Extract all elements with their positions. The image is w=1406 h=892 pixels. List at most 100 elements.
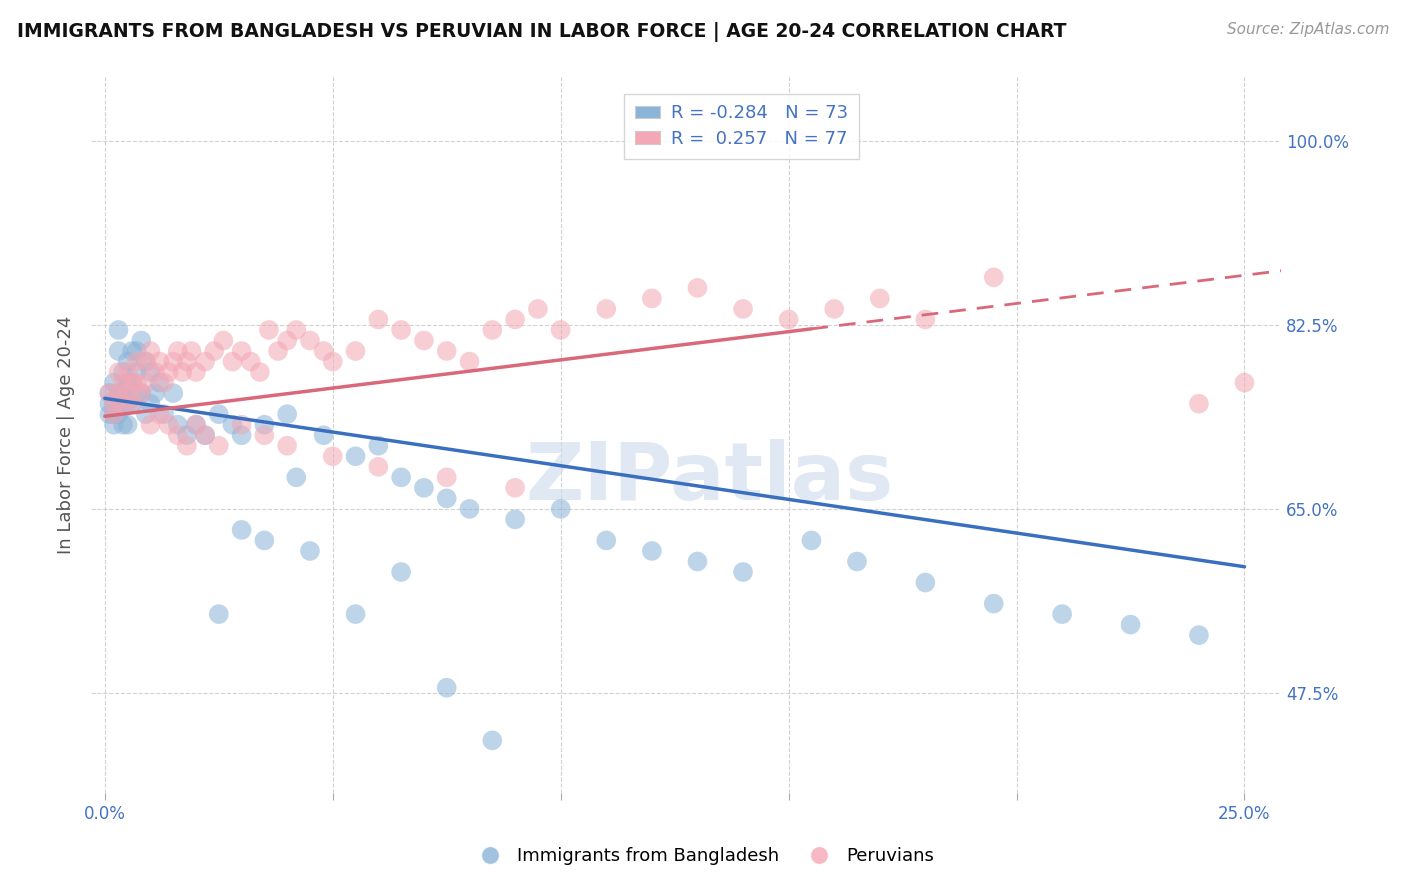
- Point: [157, 417, 180, 432]
- Point: [172, 365, 194, 379]
- Text: ZIPatlas: ZIPatlas: [526, 439, 894, 517]
- Point: [107, 386, 129, 401]
- Point: [112, 365, 135, 379]
- Point: [98, 386, 121, 401]
- Point: [125, 386, 148, 401]
- Point: [135, 354, 157, 368]
- Point: [162, 354, 184, 368]
- Point: [458, 354, 481, 368]
- Point: [139, 417, 162, 432]
- Point: [846, 554, 869, 568]
- Point: [121, 376, 143, 390]
- Point: [276, 334, 298, 348]
- Point: [148, 354, 170, 368]
- Point: [869, 292, 891, 306]
- Point: [367, 459, 389, 474]
- Point: [176, 354, 198, 368]
- Point: [481, 323, 503, 337]
- Point: [641, 292, 664, 306]
- Point: [135, 354, 157, 368]
- Point: [914, 312, 936, 326]
- Point: [117, 386, 139, 401]
- Point: [686, 554, 709, 568]
- Point: [436, 681, 458, 695]
- Point: [800, 533, 823, 548]
- Point: [112, 417, 135, 432]
- Point: [162, 386, 184, 401]
- Point: [117, 376, 139, 390]
- Point: [312, 344, 335, 359]
- Point: [107, 344, 129, 359]
- Point: [129, 334, 152, 348]
- Point: [194, 428, 217, 442]
- Point: [731, 565, 754, 579]
- Point: [208, 407, 231, 421]
- Point: [276, 439, 298, 453]
- Legend: Immigrants from Bangladesh, Peruvians: Immigrants from Bangladesh, Peruvians: [465, 840, 941, 872]
- Point: [121, 376, 143, 390]
- Point: [231, 428, 253, 442]
- Point: [125, 344, 148, 359]
- Point: [184, 365, 207, 379]
- Point: [731, 301, 754, 316]
- Point: [117, 417, 139, 432]
- Point: [148, 376, 170, 390]
- Point: [166, 344, 188, 359]
- Point: [344, 449, 367, 463]
- Point: [112, 397, 135, 411]
- Point: [595, 533, 617, 548]
- Point: [135, 407, 157, 421]
- Point: [285, 470, 308, 484]
- Point: [135, 376, 157, 390]
- Point: [98, 407, 121, 421]
- Legend: R = -0.284   N = 73, R =  0.257   N = 77: R = -0.284 N = 73, R = 0.257 N = 77: [624, 94, 859, 159]
- Point: [112, 386, 135, 401]
- Point: [1119, 617, 1142, 632]
- Point: [176, 439, 198, 453]
- Point: [208, 607, 231, 621]
- Point: [107, 323, 129, 337]
- Point: [143, 386, 166, 401]
- Point: [322, 354, 344, 368]
- Point: [231, 417, 253, 432]
- Point: [180, 344, 202, 359]
- Point: [125, 376, 148, 390]
- Point: [253, 533, 276, 548]
- Point: [139, 344, 162, 359]
- Point: [139, 397, 162, 411]
- Point: [112, 376, 135, 390]
- Point: [1188, 628, 1211, 642]
- Point: [389, 323, 412, 337]
- Point: [125, 365, 148, 379]
- Point: [143, 365, 166, 379]
- Point: [117, 365, 139, 379]
- Point: [413, 334, 436, 348]
- Point: [129, 386, 152, 401]
- Text: Source: ZipAtlas.com: Source: ZipAtlas.com: [1226, 22, 1389, 37]
- Point: [107, 365, 129, 379]
- Point: [112, 397, 135, 411]
- Point: [686, 281, 709, 295]
- Point: [139, 365, 162, 379]
- Point: [103, 376, 125, 390]
- Point: [176, 428, 198, 442]
- Point: [253, 428, 276, 442]
- Point: [503, 512, 526, 526]
- Point: [166, 417, 188, 432]
- Point: [117, 397, 139, 411]
- Point: [344, 344, 367, 359]
- Point: [184, 417, 207, 432]
- Point: [153, 407, 176, 421]
- Point: [285, 323, 308, 337]
- Point: [983, 597, 1005, 611]
- Point: [778, 312, 800, 326]
- Point: [276, 407, 298, 421]
- Point: [641, 544, 664, 558]
- Y-axis label: In Labor Force | Age 20-24: In Labor Force | Age 20-24: [58, 316, 75, 555]
- Point: [121, 397, 143, 411]
- Point: [153, 376, 176, 390]
- Point: [983, 270, 1005, 285]
- Point: [239, 354, 262, 368]
- Point: [503, 481, 526, 495]
- Point: [312, 428, 335, 442]
